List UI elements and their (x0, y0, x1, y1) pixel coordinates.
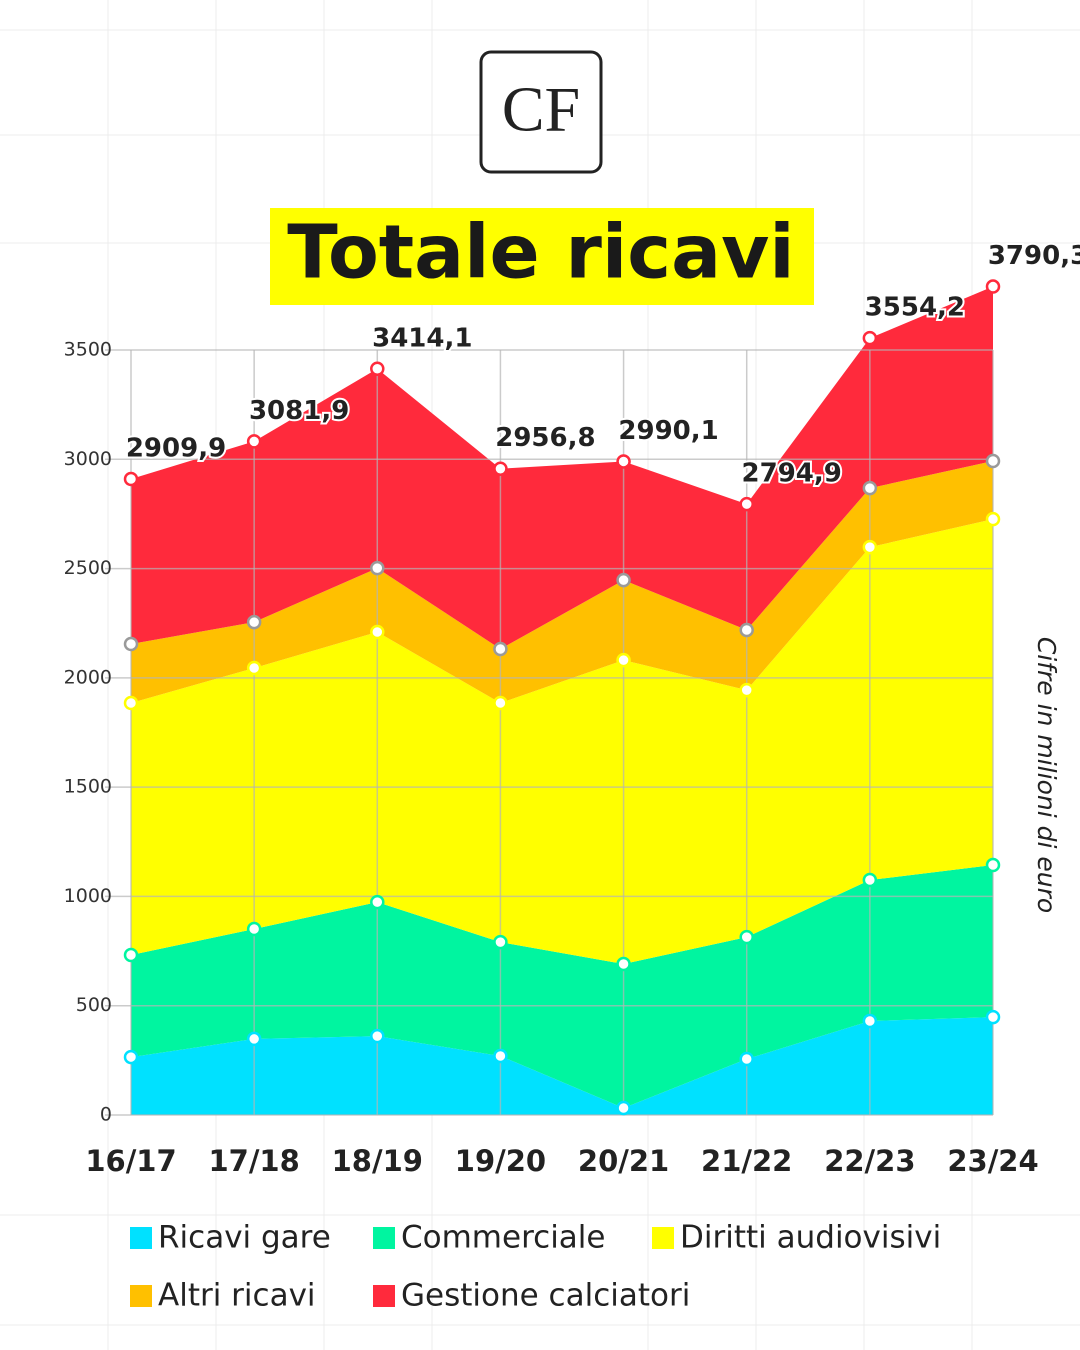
point (370, 1028, 385, 1044)
legend-swatch (373, 1227, 395, 1249)
area (131, 461, 993, 703)
point (493, 934, 508, 950)
point (616, 956, 631, 972)
point (985, 279, 1001, 294)
legend-swatch (652, 1227, 674, 1249)
legend-label: Altri ricavi (158, 1278, 316, 1314)
point (616, 454, 631, 469)
legend-label: Gestione calciatori (401, 1278, 690, 1314)
point (493, 695, 508, 711)
point (985, 857, 1001, 873)
point (493, 1048, 508, 1064)
y-tick-label: 1500 (64, 776, 112, 798)
legend-label: Commerciale (401, 1220, 605, 1256)
point (739, 496, 754, 512)
legend-swatch (130, 1285, 152, 1307)
point (739, 622, 754, 638)
point (123, 636, 139, 652)
point (370, 560, 385, 576)
point (246, 660, 262, 676)
point (123, 471, 139, 487)
x-tick-label: 23/24 (947, 1144, 1038, 1178)
area (131, 519, 993, 964)
x-tick-label: 22/23 (824, 1144, 915, 1178)
chart-title: Totale ricavi (287, 210, 794, 296)
point (739, 682, 754, 698)
point (370, 361, 385, 377)
point (123, 1049, 139, 1065)
point (616, 572, 631, 588)
total-label: 3554,2 (865, 293, 965, 323)
point (862, 330, 878, 346)
point (246, 1031, 262, 1047)
total-label: 2956,8 (495, 423, 595, 453)
point (370, 894, 385, 910)
legend-swatch (130, 1227, 152, 1249)
x-tick-label: 17/18 (208, 1144, 299, 1178)
point (616, 1100, 631, 1116)
y-tick-label: 500 (76, 994, 112, 1016)
x-tick-label: 21/22 (701, 1144, 792, 1178)
x-tick-label: 19/20 (455, 1144, 546, 1178)
point (123, 695, 139, 711)
point (862, 539, 878, 555)
logo: CF (502, 74, 580, 145)
point (862, 480, 878, 496)
y-tick-label: 1000 (64, 885, 112, 907)
y-tick-label: 0 (100, 1104, 112, 1126)
y-tick-label: 2000 (64, 666, 112, 688)
total-label: 2909,9 (126, 433, 226, 463)
point (862, 1013, 878, 1029)
legend-label: Ricavi gare (158, 1220, 331, 1256)
total-label: 3414,1 (372, 323, 472, 353)
logo-box (479, 50, 603, 174)
point (493, 641, 508, 657)
point (739, 929, 754, 945)
point (370, 624, 385, 640)
y-tick-label: 3500 (64, 339, 112, 361)
total-label: 3790,3 (988, 241, 1080, 271)
y-axis-label: Cifre in milioni di euro (1032, 637, 1061, 913)
legend-label: Diritti audiovisivi (680, 1220, 941, 1256)
point (493, 461, 508, 476)
total-label: 2990,1 (618, 416, 718, 446)
legend-swatch (373, 1285, 395, 1307)
y-tick-label: 2500 (64, 557, 112, 579)
x-tick-label: 16/17 (85, 1144, 176, 1178)
total-label: 2794,9 (742, 459, 842, 489)
point (985, 1009, 1001, 1025)
title-bg (270, 208, 814, 305)
area (131, 1017, 993, 1115)
point (246, 434, 262, 449)
point (862, 872, 878, 888)
point (985, 511, 1001, 527)
total-label: 3081,9 (249, 396, 349, 426)
area (131, 286, 993, 650)
point (123, 947, 139, 963)
x-tick-label: 20/21 (578, 1144, 669, 1178)
point (985, 453, 1001, 469)
x-tick-label: 18/19 (332, 1144, 423, 1178)
point (246, 614, 262, 630)
area (131, 864, 993, 1109)
point (739, 1051, 754, 1067)
point (616, 652, 631, 668)
y-tick-label: 3000 (64, 448, 112, 470)
point (246, 921, 262, 937)
